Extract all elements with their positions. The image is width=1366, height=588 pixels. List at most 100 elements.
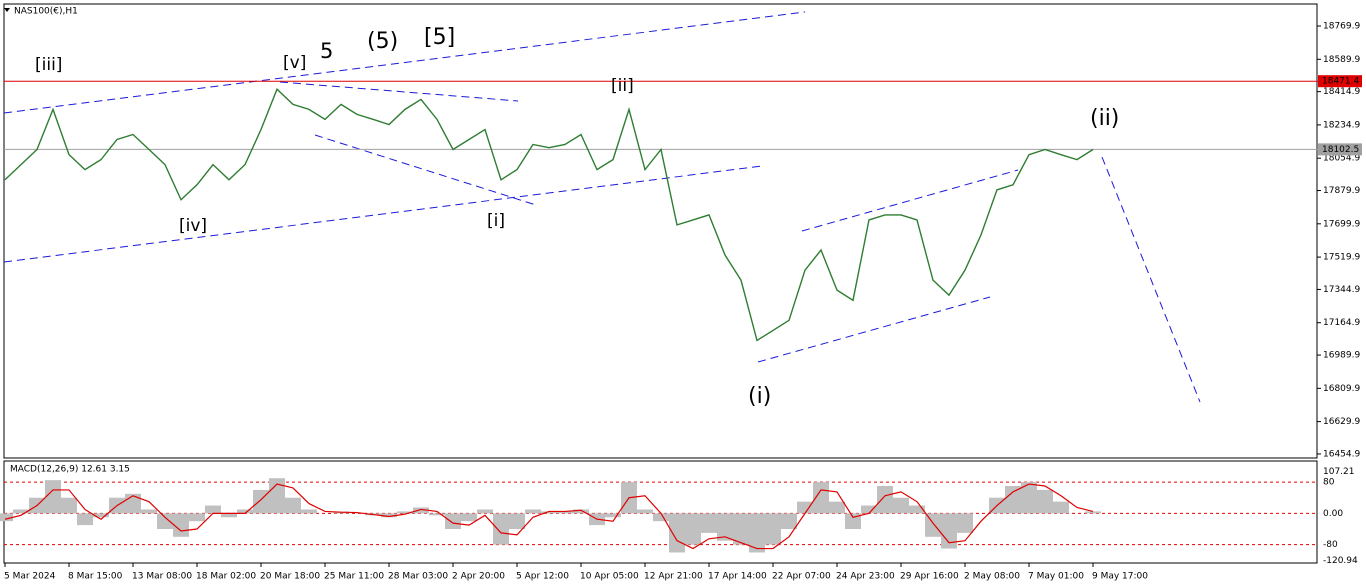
trend-lines <box>3 11 1201 403</box>
macd-bar <box>157 513 173 529</box>
macd-bar <box>733 513 749 545</box>
x-tick-label: 25 Mar 11:00 <box>324 572 384 582</box>
x-tick-label: 10 Apr 05:00 <box>580 572 639 582</box>
macd-bar <box>429 513 445 516</box>
y-tick-label: 17344.9 <box>1323 285 1360 295</box>
macd-bar <box>509 513 525 529</box>
y-tick-label: 17164.9 <box>1323 318 1360 328</box>
y-tick-label: -120.94 <box>1323 556 1358 566</box>
macd-bar <box>797 501 813 514</box>
macd-bar <box>381 513 397 518</box>
x-tick-label: 28 Mar 03:00 <box>388 572 448 582</box>
macd-bar <box>1037 489 1053 514</box>
macd-bar <box>909 505 925 514</box>
level-tag <box>1318 75 1362 88</box>
wave-label: [5] <box>424 25 455 50</box>
x-tick-label: 7 May 01:00 <box>1028 572 1084 582</box>
macd-bar <box>637 509 653 514</box>
level-label: 18102.5 <box>1322 145 1359 155</box>
macd-bar <box>749 513 765 553</box>
macd-bar <box>717 513 733 541</box>
macd-bar <box>845 513 861 529</box>
y-tick-label: 18234.9 <box>1323 120 1360 130</box>
macd-bar <box>541 511 557 514</box>
macd-bar <box>13 509 29 514</box>
wave-label: 5 <box>320 39 333 63</box>
macd-bar <box>525 509 541 514</box>
y-tick-label: 80 <box>1323 478 1335 488</box>
x-tick-label: 9 May 17:00 <box>1092 572 1148 582</box>
macd-bar <box>125 493 141 514</box>
macd-bar <box>1005 486 1021 514</box>
y-tick-label: 18054.9 <box>1323 154 1360 164</box>
macd-bar <box>445 513 461 529</box>
macd-bar <box>301 509 317 514</box>
macd-bar <box>669 513 685 553</box>
macd-bar <box>173 513 189 537</box>
macd-bar <box>1053 501 1069 514</box>
x-tick-label: 12 Apr 21:00 <box>644 572 703 582</box>
macd-bar <box>1085 511 1101 514</box>
price-line <box>4 87 1094 342</box>
y-tick-label: 16454.9 <box>1323 449 1360 459</box>
y-tick-label: 18414.9 <box>1323 87 1360 97</box>
macd-bar <box>573 509 589 514</box>
macd-bar <box>237 509 253 514</box>
y-tick-label: 17519.9 <box>1323 253 1360 263</box>
macd-bar <box>701 513 717 533</box>
macd-bar <box>605 513 621 518</box>
x-tick-label: 24 Apr 23:00 <box>836 572 895 582</box>
macd-bar <box>221 513 237 518</box>
macd-bar <box>413 507 429 514</box>
macd-bar <box>685 513 701 545</box>
macd-bar <box>269 478 285 514</box>
price-pane <box>3 3 1318 459</box>
wave-label: [i] <box>487 211 505 231</box>
wave-label: (5) <box>367 29 398 54</box>
wave-label: (i) <box>748 384 771 409</box>
macd-bar <box>1021 482 1037 514</box>
x-tick-label: 18 Mar 02:00 <box>196 572 256 582</box>
macd-bar <box>941 513 957 549</box>
menu-triangle[interactable] <box>4 8 10 12</box>
macd-bar <box>77 513 93 526</box>
signal-line <box>4 483 1094 550</box>
x-tick-label: 22 Apr 07:00 <box>772 572 831 582</box>
wave-label: [ii] <box>611 76 634 96</box>
y-tick-label: 17879.9 <box>1323 186 1360 196</box>
macd-bar <box>653 513 669 522</box>
x-tick-label: 2 May 08:00 <box>964 572 1020 582</box>
x-tick-label: 2 Apr 20:00 <box>452 572 505 582</box>
macd-bar <box>765 513 781 545</box>
wave-label: [iv] <box>179 216 207 236</box>
y-tick-label: 18769.9 <box>1323 22 1360 32</box>
macd-bar <box>477 509 493 514</box>
macd-bar <box>61 497 77 514</box>
symbol-title: NAS100(€),H1 <box>14 7 78 17</box>
x-tick-label: 17 Apr 14:00 <box>708 572 767 582</box>
macd-bar <box>861 505 877 514</box>
y-tick-label: -80 <box>1323 540 1338 550</box>
x-tick-label: 8 Mar 15:00 <box>68 572 123 582</box>
x-tick-label: 29 Apr 16:00 <box>900 572 959 582</box>
y-tick-label: 107.21 <box>1323 467 1355 477</box>
macd-bar <box>957 513 973 533</box>
y-tick-label: 16989.9 <box>1323 351 1360 361</box>
macd-title: MACD(12,26,9) 12.61 3.15 <box>10 465 130 475</box>
y-tick-label: 16809.9 <box>1323 384 1360 394</box>
level-label: 18471.4 <box>1322 77 1359 87</box>
x-tick-label: 20 Mar 18:00 <box>260 572 320 582</box>
macd-bar <box>925 513 941 537</box>
macd-bar <box>0 513 13 522</box>
x-tick-label: 5 Mar 2024 <box>4 572 56 582</box>
y-tick-label: 18589.9 <box>1323 55 1360 65</box>
macd-bar <box>829 501 845 514</box>
macd-bar <box>45 480 61 514</box>
macd-bar <box>877 486 893 514</box>
macd-bar <box>397 511 413 514</box>
macd-bar <box>285 497 301 514</box>
x-tick-label: 5 Apr 12:00 <box>516 572 569 582</box>
y-tick-label: 16629.9 <box>1323 417 1360 427</box>
macd-bar <box>93 513 109 518</box>
